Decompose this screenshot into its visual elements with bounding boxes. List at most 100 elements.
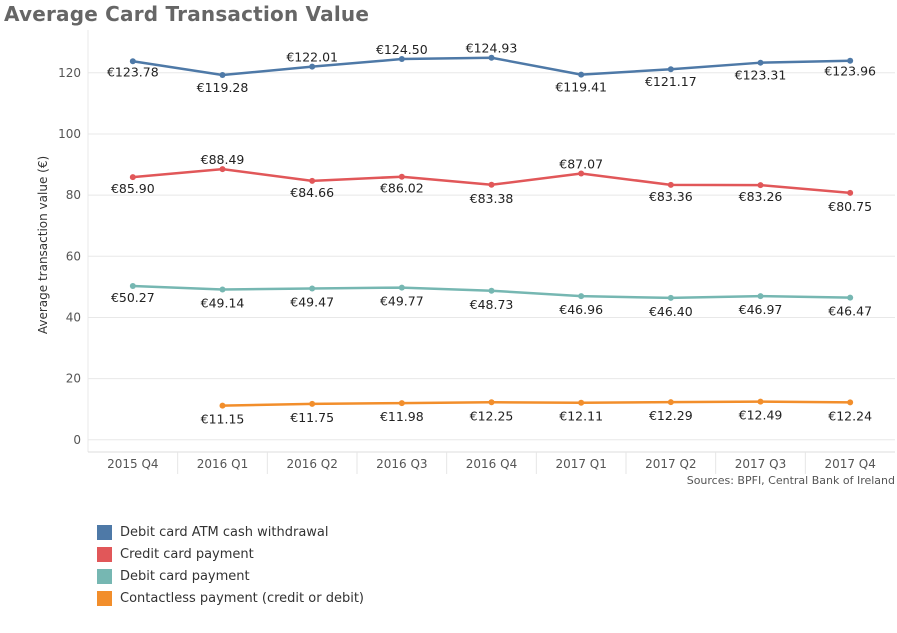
data-label-debit-card-atm-cash-withdrawal: €121.17 xyxy=(645,74,697,89)
x-tick-label: 2017 Q3 xyxy=(735,457,786,471)
data-label-debit-card-atm-cash-withdrawal: €123.78 xyxy=(107,64,159,79)
legend-label: Debit card payment xyxy=(120,568,250,584)
legend-item[interactable]: Debit card payment xyxy=(97,565,364,587)
grid xyxy=(87,30,895,453)
y-axis-label: Average transaction value (€) xyxy=(36,156,50,334)
data-point-credit-card-payment xyxy=(667,181,674,188)
x-tick-label: 2017 Q4 xyxy=(824,457,875,471)
data-point-debit-card-atm-cash-withdrawal xyxy=(309,63,316,70)
data-point-debit-card-atm-cash-withdrawal xyxy=(667,66,674,73)
y-tick-label: 20 xyxy=(66,372,81,386)
legend-item[interactable]: Debit card ATM cash withdrawal xyxy=(97,521,364,543)
data-point-credit-card-payment xyxy=(398,173,405,180)
data-label-debit-card-atm-cash-withdrawal: €119.28 xyxy=(197,80,249,95)
data-label-debit-card-atm-cash-withdrawal: €124.50 xyxy=(376,42,428,57)
data-label-debit-card-payment: €49.14 xyxy=(201,295,245,310)
legend: Debit card ATM cash withdrawal Credit car… xyxy=(97,521,364,609)
data-point-debit-card-atm-cash-withdrawal xyxy=(757,59,764,66)
data-label-credit-card-payment: €85.90 xyxy=(111,181,155,196)
y-tick-label: 60 xyxy=(66,249,81,263)
data-point-contactless-payment-credit-or-debit xyxy=(398,400,405,407)
data-point-debit-card-atm-cash-withdrawal xyxy=(488,54,495,61)
data-label-debit-card-atm-cash-withdrawal: €123.31 xyxy=(735,68,787,83)
data-point-debit-card-atm-cash-withdrawal xyxy=(398,56,405,63)
data-point-debit-card-payment xyxy=(219,286,226,293)
data-label-credit-card-payment: €83.38 xyxy=(470,191,514,206)
legend-label: Contactless payment (credit or debit) xyxy=(120,590,364,606)
data-point-contactless-payment-credit-or-debit xyxy=(578,399,585,406)
x-tick-label: 2016 Q1 xyxy=(197,457,248,471)
legend-swatch xyxy=(97,590,112,606)
data-point-debit-card-atm-cash-withdrawal xyxy=(578,71,585,78)
y-tick-label: 100 xyxy=(58,127,81,141)
y-tick-label: 80 xyxy=(66,188,81,202)
data-point-contactless-payment-credit-or-debit xyxy=(488,399,495,406)
data-label-debit-card-payment: €48.73 xyxy=(470,297,514,312)
data-point-credit-card-payment xyxy=(309,177,316,184)
data-label-contactless-payment-credit-or-debit: €12.11 xyxy=(559,409,603,424)
data-point-debit-card-payment xyxy=(488,287,495,294)
data-point-debit-card-atm-cash-withdrawal xyxy=(847,57,854,64)
data-point-credit-card-payment xyxy=(578,170,585,177)
data-point-debit-card-payment xyxy=(847,294,854,301)
legend-swatch xyxy=(97,568,112,584)
data-point-contactless-payment-credit-or-debit xyxy=(219,402,226,409)
legend-swatch xyxy=(97,524,112,540)
data-label-credit-card-payment: €84.66 xyxy=(290,185,334,200)
data-point-debit-card-atm-cash-withdrawal xyxy=(129,58,136,65)
series-group xyxy=(129,54,854,409)
data-point-credit-card-payment xyxy=(129,174,136,181)
data-point-contactless-payment-credit-or-debit xyxy=(757,398,764,405)
data-point-contactless-payment-credit-or-debit xyxy=(847,399,854,406)
data-label-credit-card-payment: €83.36 xyxy=(649,189,693,204)
data-point-credit-card-payment xyxy=(757,182,764,189)
data-label-debit-card-atm-cash-withdrawal: €119.41 xyxy=(555,80,607,95)
data-point-debit-card-payment xyxy=(129,283,136,290)
source-note: Sources: BPFI, Central Bank of Ireland xyxy=(687,474,895,487)
x-tick-label: 2016 Q3 xyxy=(376,457,427,471)
x-axis: 2015 Q4 2016 Q1 2016 Q2 2016 Q3 2016 Q4 2017 … xyxy=(107,452,876,474)
x-tick-label: 2016 Q4 xyxy=(466,457,517,471)
legend-label: Credit card payment xyxy=(120,546,254,562)
y-tick-label: 120 xyxy=(58,66,81,80)
data-label-contactless-payment-credit-or-debit: €11.75 xyxy=(290,410,334,425)
legend-item[interactable]: Contactless payment (credit or debit) xyxy=(97,587,364,609)
data-labels: €123.78 €119.28 €122.01 €124.50 €124.93 €119.… xyxy=(107,41,876,427)
data-point-debit-card-atm-cash-withdrawal xyxy=(219,72,226,79)
data-label-contactless-payment-credit-or-debit: €11.98 xyxy=(380,409,424,424)
data-label-credit-card-payment: €80.75 xyxy=(828,199,872,214)
data-label-debit-card-payment: €46.40 xyxy=(649,304,693,319)
data-point-debit-card-payment xyxy=(578,293,585,300)
data-point-contactless-payment-credit-or-debit xyxy=(667,399,674,406)
data-point-credit-card-payment xyxy=(847,189,854,196)
data-label-debit-card-atm-cash-withdrawal: €122.01 xyxy=(286,50,338,65)
series-line-contactless-payment-credit-or-debit xyxy=(222,400,851,407)
data-label-credit-card-payment: €87.07 xyxy=(559,157,603,172)
data-label-debit-card-payment: €50.27 xyxy=(111,290,155,305)
y-tick-label: 40 xyxy=(66,310,81,324)
data-point-credit-card-payment xyxy=(219,166,226,173)
data-label-contactless-payment-credit-or-debit: €12.24 xyxy=(828,408,872,423)
data-label-contactless-payment-credit-or-debit: €12.25 xyxy=(470,408,514,423)
data-point-debit-card-payment xyxy=(667,294,674,301)
data-label-credit-card-payment: €83.26 xyxy=(739,189,783,204)
data-point-debit-card-payment xyxy=(309,285,316,292)
data-label-credit-card-payment: €88.49 xyxy=(201,152,245,167)
legend-swatch xyxy=(97,546,112,562)
x-tick-label: 2015 Q4 xyxy=(107,457,158,471)
x-tick-label: 2017 Q1 xyxy=(555,457,606,471)
data-label-debit-card-payment: €49.47 xyxy=(290,294,334,309)
legend-item[interactable]: Credit card payment xyxy=(97,543,364,565)
legend-label: Debit card ATM cash withdrawal xyxy=(120,524,329,540)
data-label-contactless-payment-credit-or-debit: €12.29 xyxy=(649,408,693,423)
data-label-debit-card-atm-cash-withdrawal: €124.93 xyxy=(466,41,518,56)
chart-title: Average Card Transaction Value xyxy=(4,2,370,26)
data-point-debit-card-payment xyxy=(757,293,764,300)
data-label-contactless-payment-credit-or-debit: €12.49 xyxy=(739,408,783,423)
data-label-debit-card-atm-cash-withdrawal: €123.96 xyxy=(824,64,876,79)
data-label-debit-card-payment: €46.96 xyxy=(559,302,603,317)
y-axis: 0 20 40 60 80 100 120 xyxy=(58,66,81,447)
data-label-debit-card-payment: €46.97 xyxy=(739,302,783,317)
data-point-debit-card-payment xyxy=(398,284,405,291)
